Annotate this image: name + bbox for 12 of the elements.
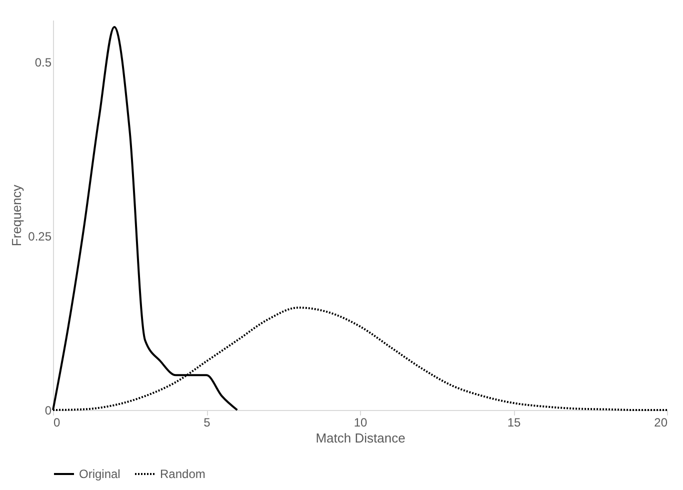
x-tick-label: 10 — [354, 416, 368, 430]
y-tick-label: 0.5 — [34, 55, 52, 70]
y-axis-title: Frequency — [9, 184, 24, 246]
legend-label: Random — [160, 467, 206, 481]
x-tick-label: 5 — [204, 416, 211, 430]
y-tick-label: 0.25 — [28, 229, 52, 244]
x-tick-label: 15 — [507, 416, 521, 430]
y-tick-label: 0 — [44, 404, 52, 418]
x-axis-title: Match Distance — [316, 430, 406, 446]
x-tick-label: 20 — [654, 416, 668, 430]
x-tick-label: 0 — [54, 416, 60, 430]
legend-label: Original — [79, 467, 120, 481]
